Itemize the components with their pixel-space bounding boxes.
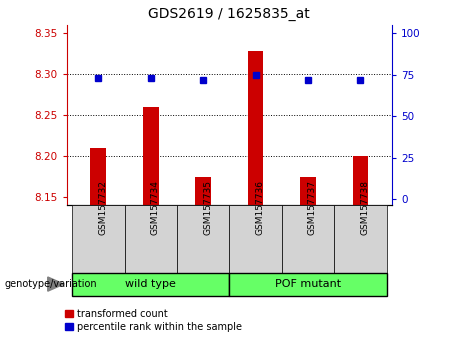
Title: GDS2619 / 1625835_at: GDS2619 / 1625835_at [148, 7, 310, 21]
Text: genotype/variation: genotype/variation [5, 279, 97, 289]
Bar [229, 273, 387, 296]
Bar [353, 156, 368, 205]
Legend: transformed count, percentile rank within the sample: transformed count, percentile rank withi… [65, 309, 242, 332]
Bar [334, 205, 387, 273]
Polygon shape [48, 277, 64, 291]
Text: POF mutant: POF mutant [275, 279, 341, 289]
Bar [248, 51, 263, 205]
Text: GSM157734: GSM157734 [151, 180, 160, 235]
Bar [143, 107, 159, 205]
Bar [282, 205, 334, 273]
Text: wild type: wild type [125, 279, 176, 289]
Bar [195, 177, 211, 205]
Bar [90, 148, 106, 205]
Bar [72, 205, 124, 273]
Text: GSM157737: GSM157737 [308, 180, 317, 235]
Bar [124, 205, 177, 273]
Bar [229, 205, 282, 273]
Bar [177, 205, 229, 273]
Text: GSM157738: GSM157738 [361, 180, 369, 235]
Bar [72, 273, 229, 296]
Bar [300, 177, 316, 205]
Text: GSM157735: GSM157735 [203, 180, 212, 235]
Text: GSM157736: GSM157736 [255, 180, 265, 235]
Text: GSM157732: GSM157732 [98, 180, 107, 235]
